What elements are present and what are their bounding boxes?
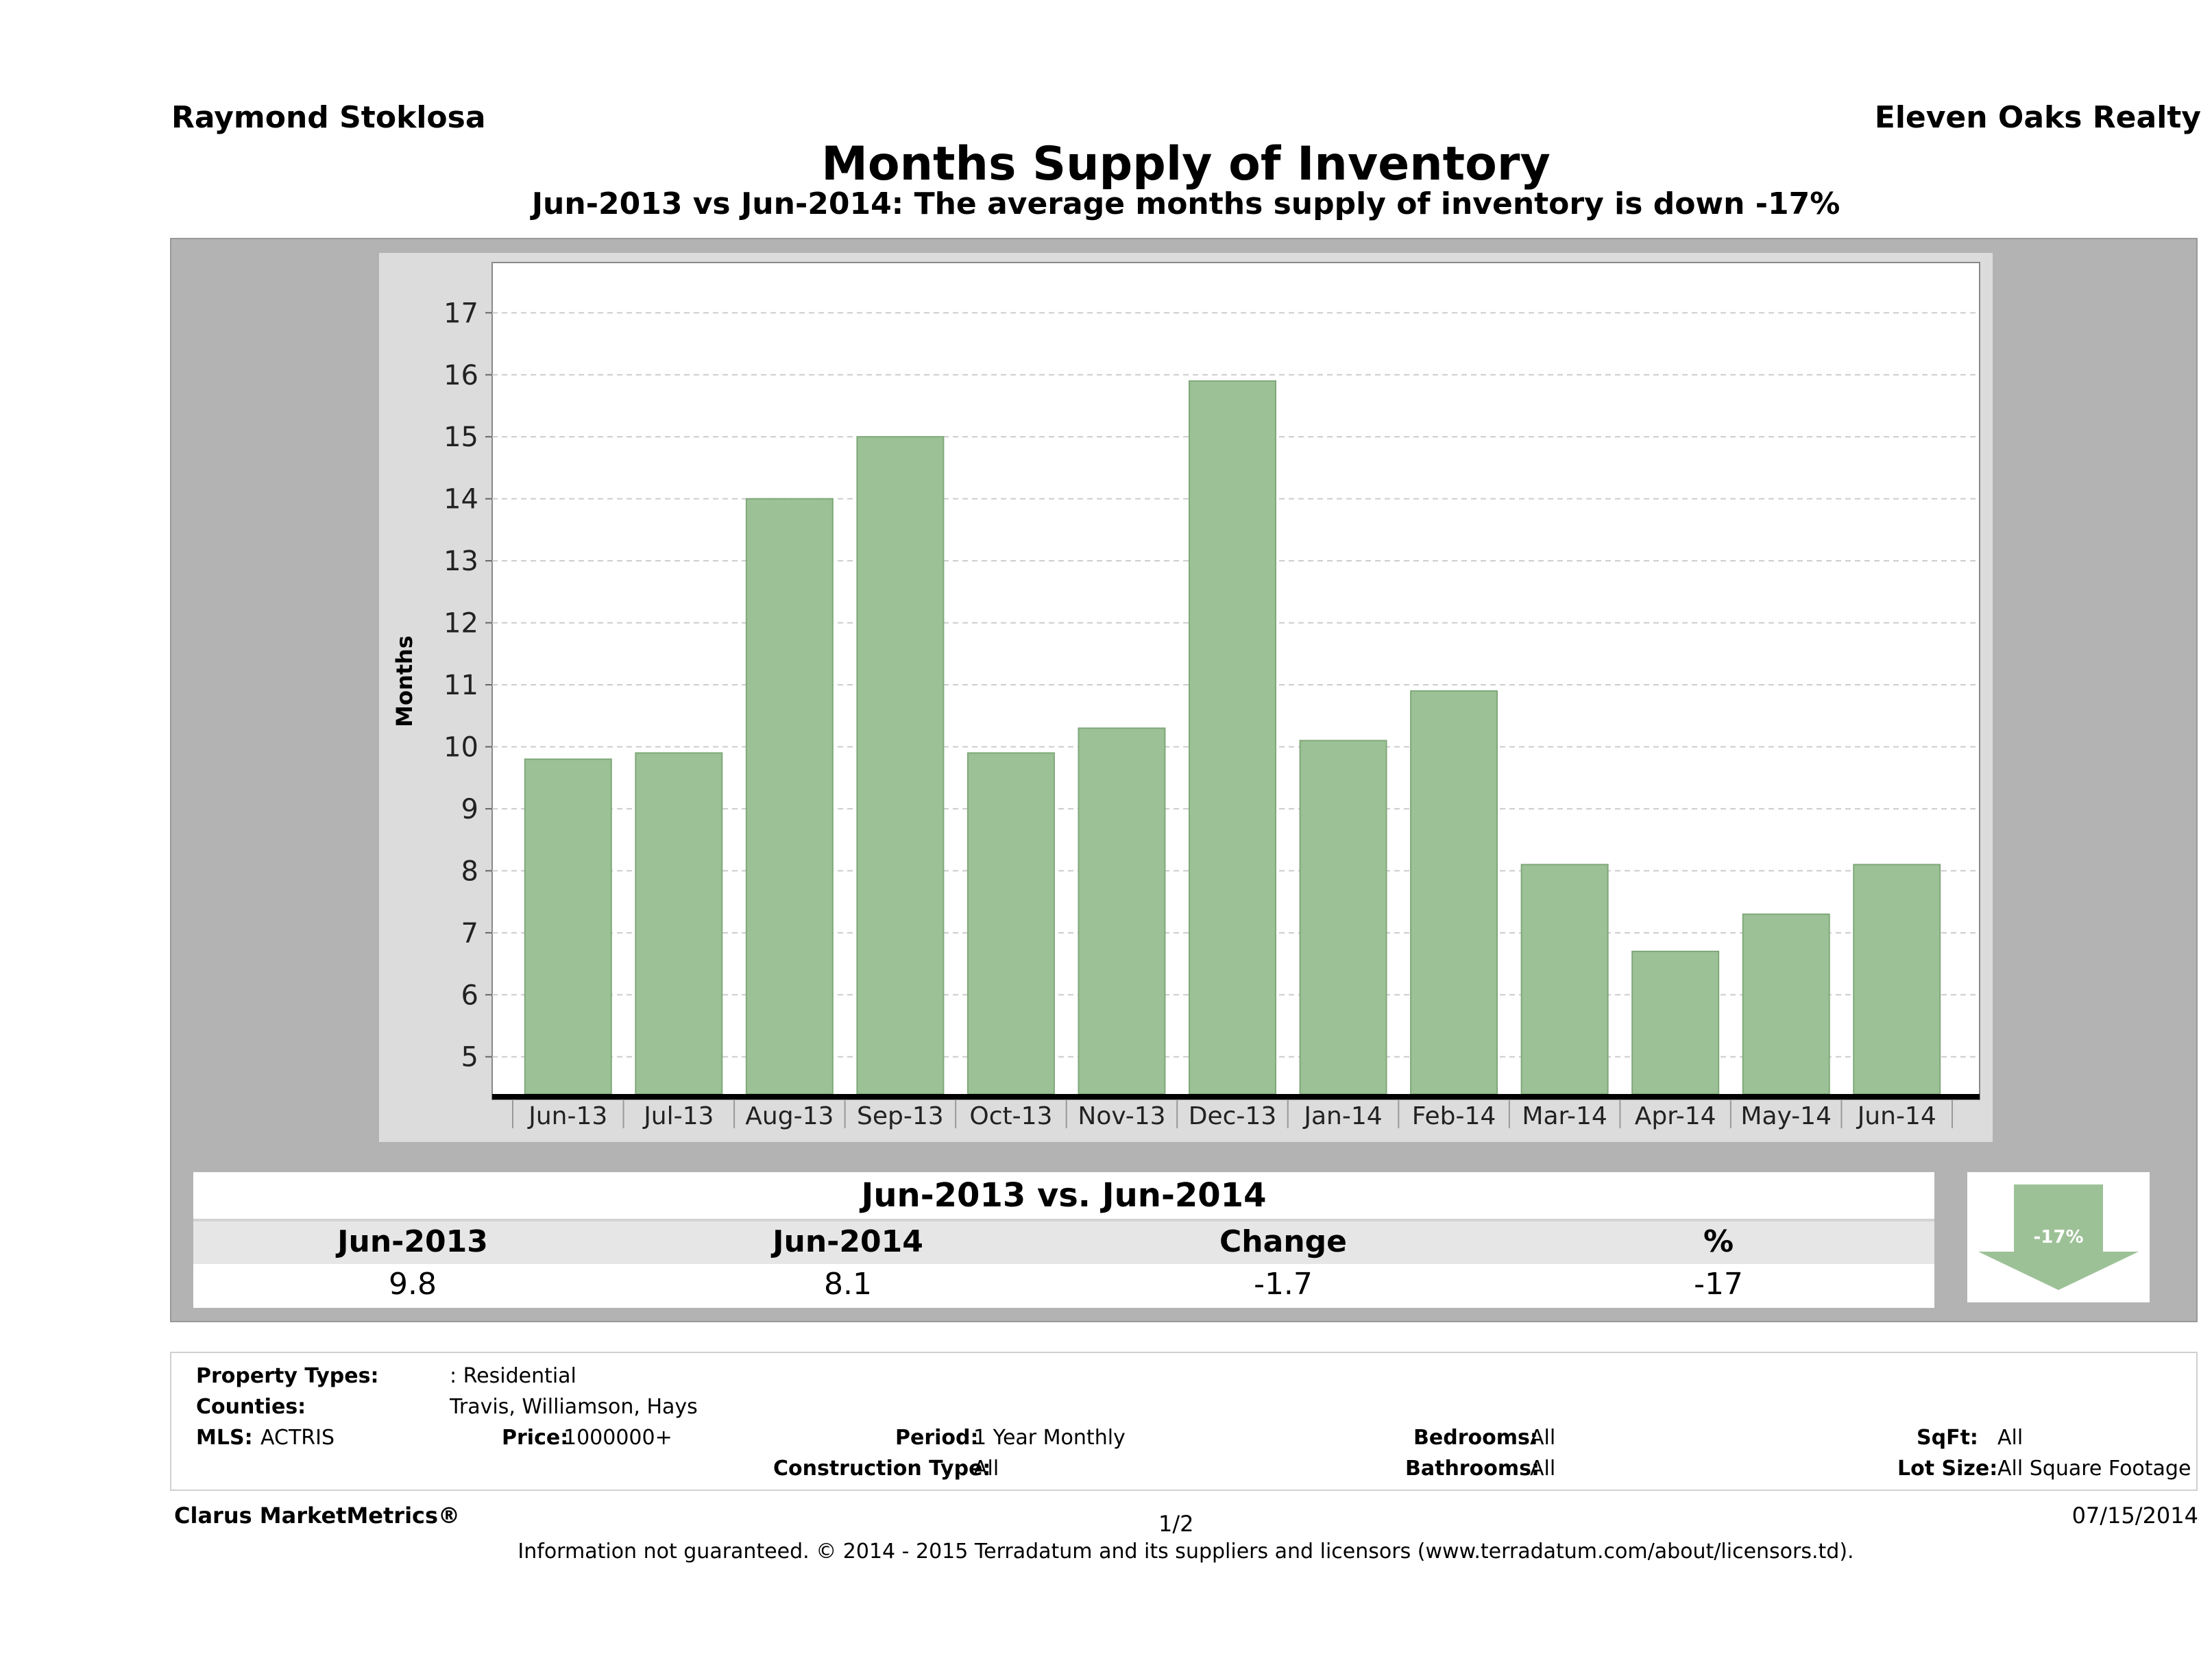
comparison-header-bar <box>193 1172 1934 1221</box>
price-value: 1000000+ <box>563 1426 672 1450</box>
x-tick-label: Jul-13 <box>642 1102 714 1130</box>
page-title: Months Supply of Inventory <box>821 137 1551 191</box>
value-end: 8.1 <box>824 1267 872 1302</box>
column-header-start: Jun-2013 <box>337 1224 488 1259</box>
x-tick-label: Jun-13 <box>527 1102 607 1130</box>
bar-Nov-13 <box>1078 727 1166 1095</box>
bar-Jul-13 <box>635 752 723 1095</box>
mls-label: MLS: <box>196 1426 253 1450</box>
value-change: -1.7 <box>1254 1267 1313 1302</box>
bar-Feb-14 <box>1410 690 1498 1095</box>
period-label: Period: <box>895 1426 979 1450</box>
comparison-value-row <box>193 1264 1934 1306</box>
bar-Jun-13 <box>524 758 612 1095</box>
x-tick-label: Dec-13 <box>1189 1102 1276 1130</box>
bar-Dec-13 <box>1189 380 1276 1095</box>
x-tick-label: Nov-13 <box>1078 1102 1165 1130</box>
bar-Aug-13 <box>745 498 834 1095</box>
price-label: Price: <box>502 1426 569 1450</box>
comparison-column-row <box>193 1221 1934 1264</box>
bar-Oct-13 <box>967 752 1055 1095</box>
column-header-change: Change <box>1219 1224 1347 1259</box>
bedrooms-value: All <box>1530 1426 1556 1450</box>
bar-chart: 5 6 7 8 9 10 11 12 13 14 15 16 17 Jun-13 Jul-13 Aug-13 S… <box>391 262 1980 1130</box>
y-tick-label: 8 <box>461 855 478 887</box>
filters-panel <box>170 1352 2198 1491</box>
x-tick-label: Jun-14 <box>1856 1102 1936 1130</box>
y-tick-label: 10 <box>443 731 478 763</box>
company-name: Eleven Oaks Realty <box>1874 100 2201 135</box>
x-tick-label: Aug-13 <box>745 1102 834 1130</box>
value-percent: -17 <box>1694 1267 1743 1302</box>
x-tick-label: Apr-14 <box>1635 1102 1716 1130</box>
bar-Jun-14 <box>1853 864 1941 1095</box>
comparison-heading: Jun-2013 vs. Jun-2014 <box>861 1176 1267 1215</box>
value-start: 9.8 <box>389 1267 437 1302</box>
y-tick-label: 9 <box>461 794 478 825</box>
y-tick-label: 16 <box>443 360 478 391</box>
x-tick-label: Feb-14 <box>1412 1102 1496 1130</box>
lot-size-value: All Square Footage <box>1997 1457 2191 1481</box>
page-subtitle: Jun-2013 vs Jun-2014: The average months… <box>531 186 1840 221</box>
y-tick-label: 15 <box>443 422 478 453</box>
axes: 5 6 7 8 9 10 11 12 13 14 15 16 17 Jun-13 Jul-13 Aug-13 S… <box>443 297 1980 1130</box>
bathrooms-label: Bathrooms: <box>1405 1457 1540 1481</box>
trend-badge <box>1967 1172 2150 1302</box>
property-types-label: Property Types: <box>196 1364 379 1388</box>
y-tick-label: 7 <box>461 918 478 949</box>
sqft-value: All <box>1997 1426 2023 1450</box>
y-tick-label: 11 <box>443 670 478 701</box>
lot-size-label: Lot Size: <box>1897 1457 1998 1481</box>
y-tick-label: 13 <box>443 546 478 577</box>
bar-Sep-13 <box>856 436 945 1095</box>
x-tick-label: May-14 <box>1740 1102 1832 1130</box>
y-tick-label: 6 <box>461 980 478 1011</box>
construction-value: All <box>973 1457 999 1481</box>
x-tick-label: Sep-13 <box>857 1102 944 1130</box>
column-header-end: Jun-2014 <box>773 1224 923 1259</box>
counties-label: Counties: <box>196 1395 306 1419</box>
bars <box>524 380 1941 1095</box>
page-number: 1/2 <box>1158 1511 1194 1537</box>
chart-panel: 5 6 7 8 9 10 11 12 13 14 15 16 17 Jun-13 Jul-13 Aug-13 S… <box>379 253 1993 1142</box>
y-tick-label: 14 <box>443 484 478 515</box>
disclaimer: Information not guaranteed. © 2014 - 201… <box>518 1540 1854 1564</box>
construction-label: Construction Type: <box>773 1457 991 1481</box>
y-axis-label: Months <box>391 635 417 727</box>
y-tick-label: 12 <box>443 608 478 640</box>
bar-Apr-14 <box>1631 950 1720 1095</box>
down-arrow-icon <box>1978 1184 2139 1290</box>
report-date: 07/15/2014 <box>2071 1503 2198 1529</box>
bedrooms-label: Bedrooms: <box>1413 1426 1538 1450</box>
y-tick-label: 5 <box>461 1042 478 1073</box>
bar-Jan-14 <box>1299 740 1387 1095</box>
column-header-percent: % <box>1703 1224 1734 1259</box>
property-types-value: : Residential <box>450 1364 576 1388</box>
x-tick-label: Jan-14 <box>1302 1102 1382 1130</box>
y-tick-label: 17 <box>443 297 478 329</box>
period-value: 1 Year Monthly <box>973 1426 1126 1450</box>
bathrooms-value: All <box>1530 1457 1556 1481</box>
x-tick-label: Mar-14 <box>1522 1102 1607 1130</box>
counties-value: Travis, Williamson, Hays <box>450 1395 698 1419</box>
sqft-label: SqFt: <box>1917 1426 1978 1450</box>
bar-Mar-14 <box>1520 864 1609 1095</box>
footer-brand: Clarus MarketMetrics® <box>174 1503 461 1529</box>
x-tick-label: Oct-13 <box>969 1102 1052 1130</box>
bar-May-14 <box>1742 913 1830 1095</box>
agent-name: Raymond Stoklosa <box>171 100 486 135</box>
mls-value: ACTRIS <box>260 1426 335 1450</box>
trend-badge-label: -17% <box>2033 1227 2084 1248</box>
